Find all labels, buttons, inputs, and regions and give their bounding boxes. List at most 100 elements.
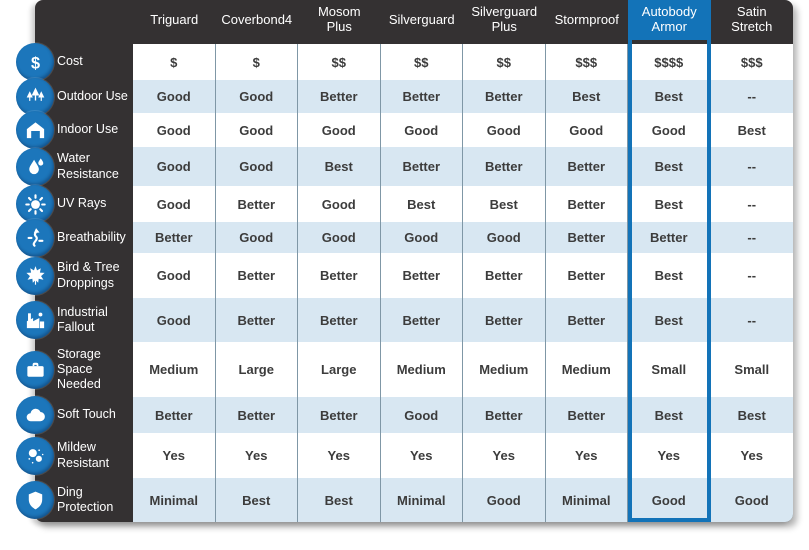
cell-stormproof-uv-rays: Better	[546, 186, 628, 222]
cell-autobody-armor-uv-rays: Best	[628, 186, 711, 222]
table-row-outdoor-use: Good Good Better Better Better Best Best --	[133, 80, 793, 113]
sidebar-row-outdoor-use: Outdoor Use	[16, 77, 133, 116]
water-drop-icon	[16, 147, 54, 186]
column-header-autobody-armor: Autobody Armor	[628, 0, 711, 40]
cell-mosom-plus-storage-space-needed: Large	[298, 342, 381, 397]
column-header-satin-stretch: Satin Stretch	[731, 4, 773, 34]
table-row-industrial-fallout: Good Better Better Better Better Better Best --	[133, 298, 793, 342]
row-label: Outdoor Use	[57, 88, 128, 103]
svg-text:$: $	[30, 54, 39, 72]
cell-satin-stretch-storage-space-needed: Small	[734, 362, 770, 377]
cell-autobody-armor-bird-tree-droppings: Best	[628, 253, 711, 298]
cell-triguard-outdoor-use: Good	[133, 80, 216, 113]
cell-triguard-mildew-resistant: Yes	[133, 433, 216, 478]
cell-stormproof-storage-space-needed: Medium	[546, 342, 628, 397]
cell-autobody-armor-industrial-fallout: Best	[628, 298, 711, 342]
cell-coverbond4-outdoor-use: Good	[216, 80, 298, 113]
table-row-breathability: Better Good Good Good Good Better Better --	[133, 222, 793, 253]
column-header-mosom-plus: Mosom Plus	[317, 4, 361, 34]
cell-satin-stretch-water-resistance: --	[747, 159, 757, 174]
cell-silverguard-soft-touch: Good	[381, 397, 463, 433]
cell-coverbond4-cost: $	[216, 44, 298, 80]
cell-triguard-storage-space-needed: Medium	[133, 342, 216, 397]
cell-silverguard-indoor-use: Good	[381, 113, 463, 147]
cell-autobody-armor-indoor-use: Good	[628, 113, 711, 147]
cell-silverguard-plus-indoor-use: Good	[463, 113, 546, 147]
cell-coverbond4-industrial-fallout: Better	[216, 298, 298, 342]
cell-coverbond4-indoor-use: Good	[216, 113, 298, 147]
cell-autobody-armor-breathability: Better	[628, 222, 711, 253]
cell-silverguard-industrial-fallout: Better	[381, 298, 463, 342]
spores-icon	[16, 436, 54, 475]
cell-triguard-industrial-fallout: Good	[133, 298, 216, 342]
table-row-cost: $ $ $$ $$ $$ $$$ $$$$ $$$	[133, 44, 793, 80]
row-label: Mildew Resistant	[57, 440, 110, 470]
cell-triguard-ding-protection: Minimal	[133, 478, 216, 522]
cell-coverbond4-breathability: Good	[216, 222, 298, 253]
cell-autobody-armor-soft-touch: Best	[628, 397, 711, 433]
cell-silverguard-plus-bird-tree-droppings: Better	[463, 253, 546, 298]
table-row-bird-tree-droppings: Good Better Better Better Better Better Best --	[133, 253, 793, 298]
cell-stormproof-outdoor-use: Best	[546, 80, 628, 113]
cell-autobody-armor-ding-protection: Good	[628, 478, 711, 522]
table-row-storage-space-needed: Medium Large Large Medium Medium Medium Small S…	[133, 342, 793, 397]
cell-autobody-armor-storage-space-needed: Small	[628, 342, 711, 397]
cell-mosom-plus-soft-touch: Better	[298, 397, 381, 433]
cell-satin-stretch-cost: $$$	[740, 54, 763, 70]
row-labels-sidebar: $ Cost Outdoor Use Indoor Use Water Resistan…	[16, 43, 133, 522]
cell-stormproof-cost: $$$	[546, 44, 628, 80]
sidebar-row-soft-touch: Soft Touch	[16, 396, 133, 434]
cell-coverbond4-storage-space-needed: Large	[216, 342, 298, 397]
table-row-indoor-use: Good Good Good Good Good Good Good Best	[133, 113, 793, 147]
row-label: Cost	[57, 54, 83, 69]
cell-stormproof-breathability: Better	[546, 222, 628, 253]
cell-stormproof-water-resistance: Better	[546, 147, 628, 186]
trees-icon	[16, 77, 54, 116]
column-header-triguard: Triguard	[150, 11, 199, 27]
row-label: Ding Protection	[57, 484, 114, 514]
sidebar-row-storage-space-needed: Storage Space Needed	[16, 342, 133, 397]
cell-silverguard-cost: $$	[381, 44, 463, 80]
cell-mosom-plus-industrial-fallout: Better	[298, 298, 381, 342]
sidebar-row-breathability: Breathability	[16, 218, 133, 257]
cell-stormproof-mildew-resistant: Yes	[546, 433, 628, 478]
cell-satin-stretch-mildew-resistant: Yes	[740, 448, 763, 463]
table-row-water-resistance: Good Good Best Better Better Better Best --	[133, 147, 793, 186]
sidebar-row-mildew-resistant: Mildew Resistant	[16, 433, 133, 478]
cell-stormproof-bird-tree-droppings: Better	[546, 253, 628, 298]
cell-stormproof-soft-touch: Better	[546, 397, 628, 433]
column-header-stormproof: Stormproof	[554, 11, 619, 27]
row-label: Water Resistance	[57, 151, 119, 181]
cell-mosom-plus-uv-rays: Good	[298, 186, 381, 222]
sidebar-row-industrial-fallout: Industrial Fallout	[16, 298, 133, 342]
sidebar-row-bird-tree-droppings: Bird & Tree Droppings	[16, 253, 133, 298]
cell-silverguard-plus-ding-protection: Good	[463, 478, 546, 522]
cell-autobody-armor-water-resistance: Best	[628, 147, 711, 186]
row-label: Industrial Fallout	[57, 304, 108, 334]
cell-triguard-bird-tree-droppings: Good	[133, 253, 216, 298]
cell-autobody-armor-mildew-resistant: Yes	[628, 433, 711, 478]
cell-silverguard-bird-tree-droppings: Better	[381, 253, 463, 298]
cell-mosom-plus-indoor-use: Good	[298, 113, 381, 147]
chart-panel: Triguard Coverbond4 Mosom Plus Silverguard S…	[16, 0, 793, 522]
cell-coverbond4-soft-touch: Better	[216, 397, 298, 433]
cell-stormproof-ding-protection: Minimal	[546, 478, 628, 522]
sidebar-row-ding-protection: Ding Protection	[16, 478, 133, 522]
column-header-silverguard: Silverguard	[388, 11, 455, 27]
cell-silverguard-plus-mildew-resistant: Yes	[463, 433, 546, 478]
cell-triguard-water-resistance: Good	[133, 147, 216, 186]
cell-coverbond4-ding-protection: Best	[216, 478, 298, 522]
cell-coverbond4-water-resistance: Good	[216, 147, 298, 186]
cell-triguard-breathability: Better	[133, 222, 216, 253]
cloud-icon	[16, 396, 54, 434]
cell-silverguard-plus-outdoor-use: Better	[463, 80, 546, 113]
cell-satin-stretch-indoor-use: Best	[737, 122, 766, 138]
sidebar-row-indoor-use: Indoor Use	[16, 111, 133, 149]
cell-triguard-cost: $	[133, 44, 216, 80]
sun-icon	[16, 185, 54, 223]
column-headers: Triguard Coverbond4 Mosom Plus Silverguard S…	[133, 0, 793, 40]
cell-triguard-uv-rays: Good	[133, 186, 216, 222]
cell-silverguard-plus-cost: $$	[463, 44, 546, 80]
cell-silverguard-breathability: Good	[381, 222, 463, 253]
cell-triguard-indoor-use: Good	[133, 113, 216, 147]
